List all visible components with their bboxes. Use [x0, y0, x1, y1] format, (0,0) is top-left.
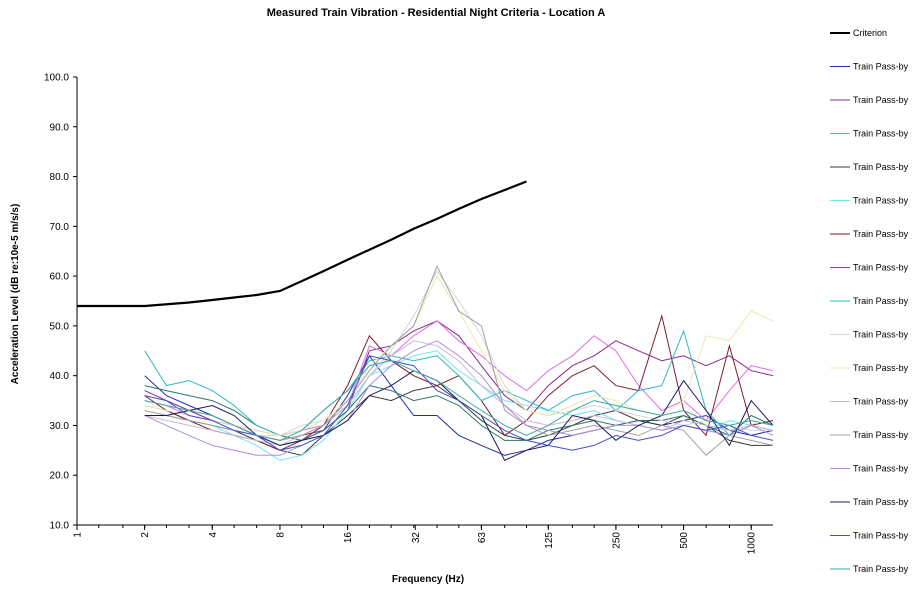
y-tick-label: 20.0: [50, 471, 70, 482]
y-tick-label: 100.0: [44, 73, 69, 84]
x-tick-label: 1000: [747, 532, 758, 555]
legend-label: Train Pass-by: [853, 129, 909, 139]
x-tick-label: 2: [140, 532, 151, 538]
series-line-15: [144, 355, 774, 451]
legend-label: Train Pass-by: [853, 564, 909, 574]
legend-label: Train Pass-by: [853, 330, 909, 340]
legend-label: Train Pass-by: [853, 430, 909, 440]
series-line-7: [144, 385, 774, 441]
legend-label: Train Pass-by: [853, 531, 909, 541]
legend-label: Train Pass-by: [853, 497, 909, 507]
legend-label: Train Pass-by: [853, 296, 909, 306]
legend-label: Train Pass-by: [853, 397, 909, 407]
criterion-line: [77, 180, 527, 308]
y-tick-label: 10.0: [50, 521, 70, 532]
series-line-14: [144, 370, 774, 461]
legend-label: Train Pass-by: [853, 95, 909, 105]
y-tick-label: 40.0: [50, 371, 70, 382]
legend-label: Train Pass-by: [853, 363, 909, 373]
x-axis-title: Frequency (Hz): [392, 574, 464, 585]
y-axis-title: Acceleration Level (dB re:10e-5 m/s/s): [10, 204, 21, 385]
x-tick-label: 250: [611, 532, 622, 549]
legend-label: Train Pass-by: [853, 464, 909, 474]
y-axis: 10.0 20.0 30.0 40.0 50.0 60.0 70.0 80.0 90.0 100.…: [44, 73, 77, 532]
legend-label: Train Pass-by: [853, 196, 909, 206]
series-line-16: [144, 360, 774, 441]
legend-label: Train Pass-by: [853, 229, 909, 239]
y-tick-label: 70.0: [50, 222, 70, 233]
series-line-9: [144, 270, 773, 436]
legend-label: Train Pass-by: [853, 162, 909, 172]
y-tick-label: 80.0: [50, 172, 70, 183]
x-tick-label: 8: [275, 532, 286, 538]
x-tick-label: 16: [343, 532, 354, 544]
y-tick-label: 30.0: [50, 421, 70, 432]
series-layer: [144, 264, 774, 461]
chart-title: Measured Train Vibration - Residential N…: [267, 7, 606, 19]
x-tick-label: 1: [73, 532, 84, 538]
legend: Criterion Train Pass-by Train Pass-by Train…: [830, 28, 909, 574]
legend-label: Criterion: [853, 28, 887, 38]
series-line-13: [144, 340, 774, 456]
y-tick-label: 50.0: [50, 321, 70, 332]
x-tick-label: 63: [477, 532, 488, 544]
y-tick-label: 60.0: [50, 272, 70, 283]
x-tick-label: 500: [679, 532, 690, 549]
criterion-layer: [77, 180, 527, 308]
x-tick-label: 125: [544, 532, 555, 549]
legend-label: Train Pass-by: [853, 62, 909, 72]
plot-area: [76, 77, 773, 526]
series-line-8: [144, 329, 774, 437]
legend-label: Train Pass-by: [853, 263, 909, 273]
x-axis: 1 2 4 8 16 32 63 125 250 500 1000: [73, 525, 758, 554]
x-tick-label: 4: [208, 532, 219, 538]
y-tick-label: 90.0: [50, 122, 70, 133]
x-tick-label: 32: [411, 532, 422, 544]
